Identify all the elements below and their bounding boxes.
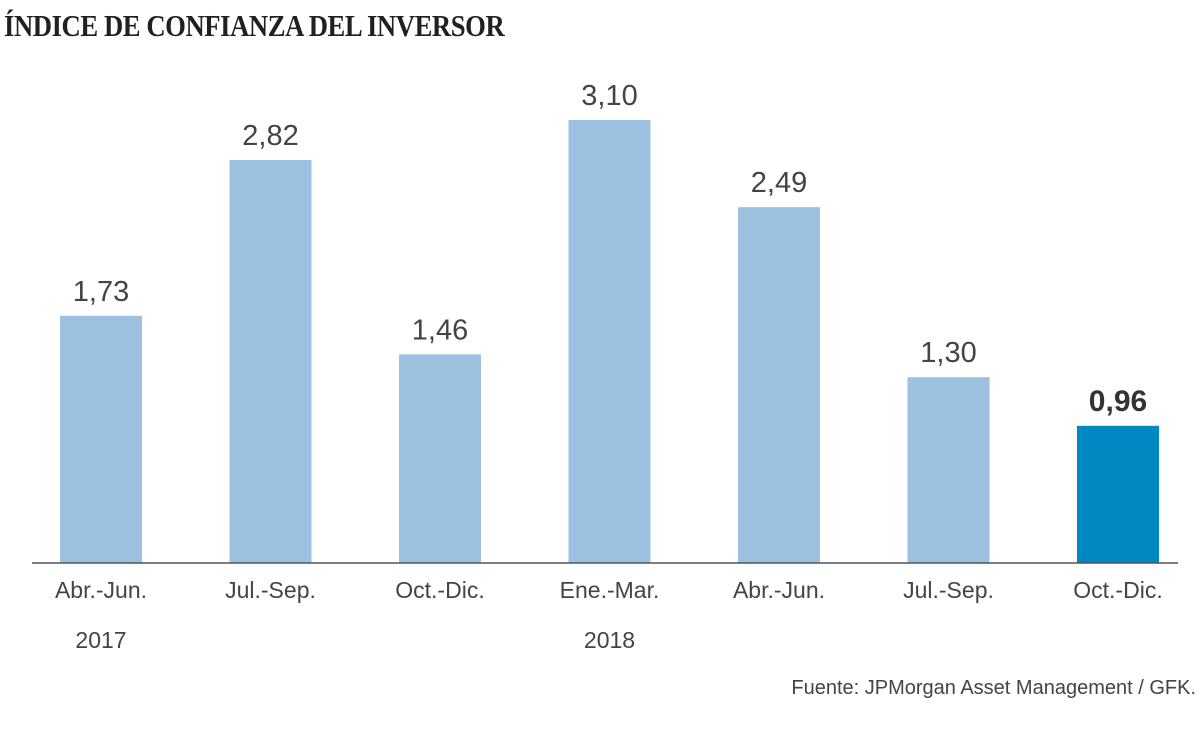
bar [1077,425,1159,563]
source-note: Fuente: JPMorgan Asset Management / GFK. [791,677,1196,699]
bar [60,315,142,563]
bar [568,120,651,563]
data-label: 1,46 [412,314,468,346]
data-label: 2,49 [751,167,807,199]
x-tick-label: Oct.-Dic. [395,577,484,603]
bar [907,377,990,563]
bar [738,207,820,564]
data-label: 3,10 [581,80,637,112]
data-label: 1,30 [920,337,976,369]
x-tick-label: Jul.-Sep. [225,577,316,603]
year-label: 2017 [75,627,126,653]
chart-title: ÍNDICE DE CONFIANZA DEL INVERSOR [4,8,505,43]
x-tick-label: Oct.-Dic. [1073,577,1162,603]
x-tick-label: Jul.-Sep. [903,577,994,603]
x-tick-label: Abr.-Jun. [55,577,147,603]
bar [399,354,481,563]
data-label: 0,96 [1089,385,1147,418]
year-label: 2018 [584,627,635,653]
bar [229,160,312,563]
data-label: 2,82 [242,120,298,152]
x-tick-label: Ene.-Mar. [560,577,660,603]
data-label: 1,73 [73,276,129,308]
x-tick-label: Abr.-Jun. [733,577,825,603]
